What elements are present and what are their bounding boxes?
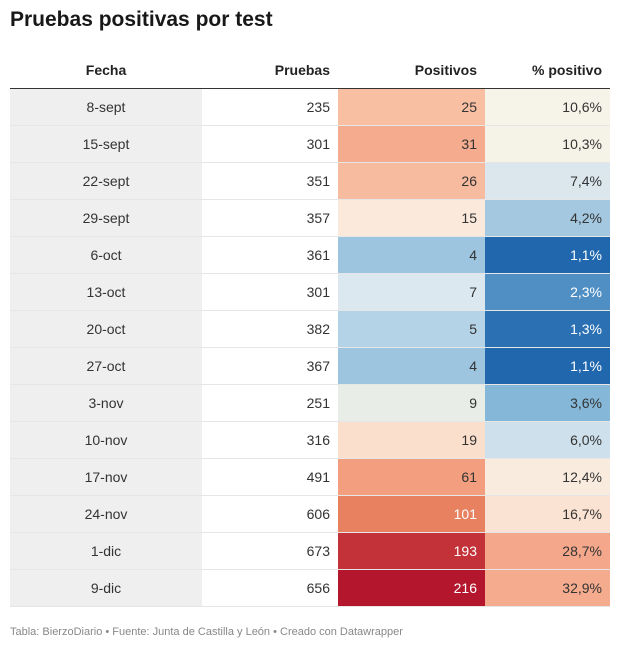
cell-pruebas: 357 <box>202 199 338 237</box>
table-row: 29-sept 357 15 4,2% <box>10 199 610 237</box>
cell-pct-positivo: 1,3% <box>485 310 610 348</box>
cell-pruebas: 367 <box>202 347 338 385</box>
cell-positivos: 25 <box>338 88 485 126</box>
cell-pct-positivo: 28,7% <box>485 532 610 570</box>
cell-positivos: 31 <box>338 125 485 163</box>
table-row: 27-oct 367 4 1,1% <box>10 347 610 385</box>
table-row: 1-dic 673 193 28,7% <box>10 532 610 570</box>
table-row: 22-sept 351 26 7,4% <box>10 162 610 200</box>
cell-pct-positivo: 10,6% <box>485 88 610 126</box>
cell-pruebas: 491 <box>202 458 338 496</box>
cell-pruebas: 656 <box>202 569 338 607</box>
cell-fecha: 29-sept <box>10 199 202 237</box>
table-row: 20-oct 382 5 1,3% <box>10 310 610 348</box>
cell-fecha: 22-sept <box>10 162 202 200</box>
table-row: 17-nov 491 61 12,4% <box>10 458 610 496</box>
cell-pct-positivo: 7,4% <box>485 162 610 200</box>
cell-fecha: 27-oct <box>10 347 202 385</box>
table-row: 10-nov 316 19 6,0% <box>10 421 610 459</box>
cell-fecha: 8-sept <box>10 88 202 126</box>
cell-positivos: 26 <box>338 162 485 200</box>
table-row: 9-dic 656 216 32,9% <box>10 569 610 607</box>
cell-positivos: 7 <box>338 273 485 311</box>
cell-pruebas: 673 <box>202 532 338 570</box>
cell-pruebas: 606 <box>202 495 338 533</box>
cell-fecha: 20-oct <box>10 310 202 348</box>
cell-pct-positivo: 32,9% <box>485 569 610 607</box>
cell-fecha: 17-nov <box>10 458 202 496</box>
cell-fecha: 15-sept <box>10 125 202 163</box>
cell-pct-positivo: 1,1% <box>485 347 610 385</box>
table-row: 8-sept 235 25 10,6% <box>10 88 610 126</box>
table-row: 13-oct 301 7 2,3% <box>10 273 610 311</box>
cell-positivos: 19 <box>338 421 485 459</box>
table-body: 8-sept 235 25 10,6% 15-sept 301 31 10,3% 22-sept… <box>10 88 610 607</box>
header-pct-positivo[interactable]: % positivo <box>485 52 610 89</box>
cell-pruebas: 351 <box>202 162 338 200</box>
cell-positivos: 193 <box>338 532 485 570</box>
cell-fecha: 3-nov <box>10 384 202 422</box>
table-row: 15-sept 301 31 10,3% <box>10 125 610 163</box>
cell-pct-positivo: 12,4% <box>485 458 610 496</box>
table-row: 24-nov 606 101 16,7% <box>10 495 610 533</box>
cell-pruebas: 301 <box>202 273 338 311</box>
cell-pruebas: 251 <box>202 384 338 422</box>
cell-positivos: 4 <box>338 347 485 385</box>
cell-pruebas: 301 <box>202 125 338 163</box>
cell-pct-positivo: 4,2% <box>485 199 610 237</box>
cell-pct-positivo: 16,7% <box>485 495 610 533</box>
table-row: 6-oct 361 4 1,1% <box>10 236 610 274</box>
cell-pct-positivo: 6,0% <box>485 421 610 459</box>
cell-fecha: 10-nov <box>10 421 202 459</box>
cell-fecha: 24-nov <box>10 495 202 533</box>
cell-pct-positivo: 10,3% <box>485 125 610 163</box>
cell-positivos: 216 <box>338 569 485 607</box>
header-pruebas[interactable]: Pruebas <box>202 52 338 89</box>
cell-fecha: 6-oct <box>10 236 202 274</box>
cell-fecha: 13-oct <box>10 273 202 311</box>
cell-positivos: 9 <box>338 384 485 422</box>
table-title: Pruebas positivas por test <box>10 8 273 31</box>
cell-pruebas: 316 <box>202 421 338 459</box>
cell-positivos: 101 <box>338 495 485 533</box>
cell-fecha: 9-dic <box>10 569 202 607</box>
footer-credits: Tabla: BierzoDiario • Fuente: Junta de C… <box>10 626 403 638</box>
cell-positivos: 5 <box>338 310 485 348</box>
cell-pruebas: 361 <box>202 236 338 274</box>
cell-pruebas: 382 <box>202 310 338 348</box>
cell-fecha: 1-dic <box>10 532 202 570</box>
cell-pct-positivo: 3,6% <box>485 384 610 422</box>
cell-pruebas: 235 <box>202 88 338 126</box>
header-row: Fecha Pruebas Positivos % positivo <box>10 52 610 89</box>
table-row: 3-nov 251 9 3,6% <box>10 384 610 422</box>
header-fecha[interactable]: Fecha <box>10 52 202 89</box>
cell-positivos: 15 <box>338 199 485 237</box>
cell-pct-positivo: 1,1% <box>485 236 610 274</box>
cell-pct-positivo: 2,3% <box>485 273 610 311</box>
cell-positivos: 4 <box>338 236 485 274</box>
data-table: Fecha Pruebas Positivos % positivo 8-sep… <box>10 52 610 607</box>
header-positivos[interactable]: Positivos <box>338 52 485 89</box>
cell-positivos: 61 <box>338 458 485 496</box>
